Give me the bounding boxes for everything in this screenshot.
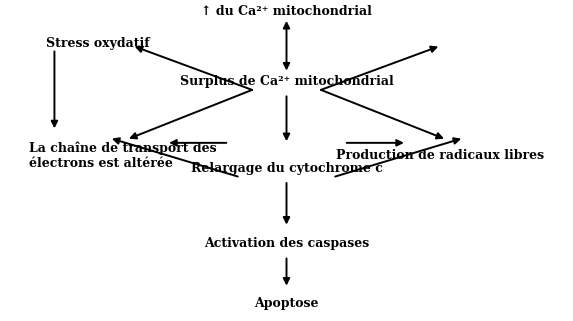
Text: Stress oxydatif: Stress oxydatif [46, 37, 150, 50]
FancyArrowPatch shape [321, 47, 436, 90]
Text: Production de radicaux libres: Production de radicaux libres [336, 149, 544, 162]
FancyArrowPatch shape [114, 138, 238, 177]
FancyArrowPatch shape [284, 96, 289, 139]
Text: Activation des caspases: Activation des caspases [204, 238, 369, 250]
Text: ↑ du Ca²⁺ mitochondrial: ↑ du Ca²⁺ mitochondrial [201, 5, 372, 18]
FancyArrowPatch shape [52, 51, 57, 126]
FancyArrowPatch shape [284, 183, 289, 222]
FancyArrowPatch shape [137, 47, 252, 90]
Text: La chaîne de transport des
électrons est altérée: La chaîne de transport des électrons est… [29, 142, 216, 170]
Text: Apoptose: Apoptose [254, 297, 319, 310]
FancyArrowPatch shape [335, 138, 459, 177]
Text: Surplus de Ca²⁺ mitochondrial: Surplus de Ca²⁺ mitochondrial [179, 75, 394, 88]
FancyArrowPatch shape [284, 23, 289, 68]
FancyArrowPatch shape [347, 140, 402, 146]
Text: Relargage du cytochrome c: Relargage du cytochrome c [191, 162, 382, 175]
FancyArrowPatch shape [171, 140, 226, 146]
FancyArrowPatch shape [131, 90, 252, 138]
FancyArrowPatch shape [321, 90, 442, 138]
FancyArrowPatch shape [284, 258, 289, 283]
